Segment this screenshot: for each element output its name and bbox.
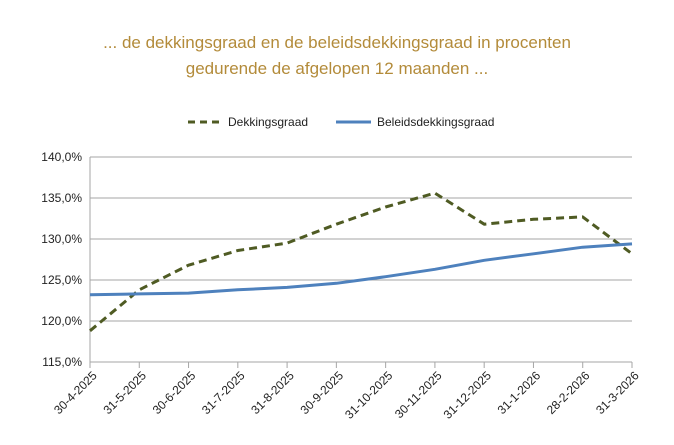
y-tick-label: 135,0% [41,191,82,205]
chart-gridlines [90,156,632,363]
y-tick-label: 130,0% [41,232,82,246]
chart-title-line-2: gedurende de afgelopen 12 maanden ... [185,59,489,78]
series-line-dekkingsgraad [89,191,633,332]
x-tick-label: 31-3-2026 [593,368,642,417]
x-tick-label: 31-8-2025 [248,368,297,417]
legend-label-dekkingsgraad: Dekkingsgraad [228,115,308,129]
chart-series [89,191,633,332]
x-tick-label: 31-1-2026 [495,368,544,417]
legend-label-beleidsdekkingsgraad: Beleidsdekkingsgraad [377,115,494,129]
x-tick-label: 31-7-2025 [199,368,248,417]
chart-axes: 115,0% 120,0% 125,0% 130,0% 135,0% 140,0% 30-4… [41,150,642,422]
x-tick-label: 30-11-2025 [392,368,445,421]
x-tick-label: 30-6-2025 [150,368,199,417]
x-tick-label: 31-12-2025 [441,368,495,422]
y-tick-label: 125,0% [41,273,82,287]
x-tick-label: 30-4-2025 [51,368,100,417]
chart-title: ... de dekkingsgraad en de beleidsdekkin… [0,30,674,82]
x-tick-label: 28-2-2026 [544,368,593,417]
y-tick-label: 120,0% [41,314,82,328]
y-tick-label: 140,0% [41,150,82,164]
x-tick-label: 30-9-2025 [298,368,347,417]
y-tick-label: 115,0% [42,355,82,369]
chart-legend: Dekkingsgraad Beleidsdekkingsgraad [188,115,494,129]
x-tick-label: 31-10-2025 [342,368,396,422]
chart-title-line-1: ... de dekkingsgraad en de beleidsdekkin… [103,33,571,52]
x-tick-label: 31-5-2025 [100,368,149,417]
series-line-beleidsdekkingsgraad [89,242,633,297]
